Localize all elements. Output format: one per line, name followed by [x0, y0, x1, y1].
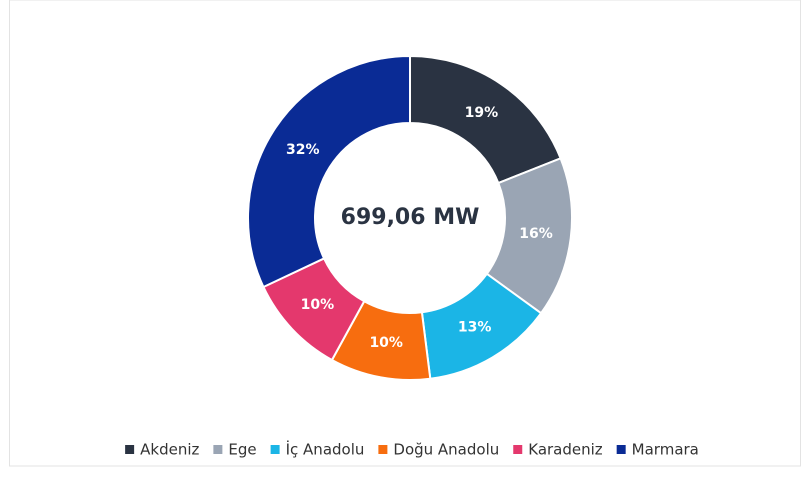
legend-label: Karadeniz — [528, 441, 603, 459]
legend-label: İç Anadolu — [286, 440, 365, 459]
legend-label: Marmara — [632, 441, 699, 459]
donut-segment — [409, 54, 562, 185]
legend-label: Doğu Anadolu — [393, 441, 499, 459]
data-label: 13% — [458, 319, 492, 335]
legend-swatch — [378, 445, 388, 454]
data-label: 19% — [465, 105, 499, 121]
legend-swatch — [270, 445, 280, 454]
data-label: 10% — [369, 335, 403, 351]
legend-label: Ege — [228, 441, 256, 459]
donut-segment — [247, 54, 411, 289]
center-label: 699,06 MW — [341, 205, 480, 230]
chart-border — [9, 0, 801, 467]
data-label: 16% — [519, 226, 553, 242]
legend-swatch — [213, 445, 223, 454]
legend-label: Akdeniz — [140, 441, 199, 459]
legend-swatch — [616, 445, 626, 454]
data-label: 10% — [301, 297, 335, 313]
data-label: 32% — [286, 142, 320, 158]
legend-swatch — [125, 445, 135, 454]
legend-swatch — [513, 445, 523, 454]
